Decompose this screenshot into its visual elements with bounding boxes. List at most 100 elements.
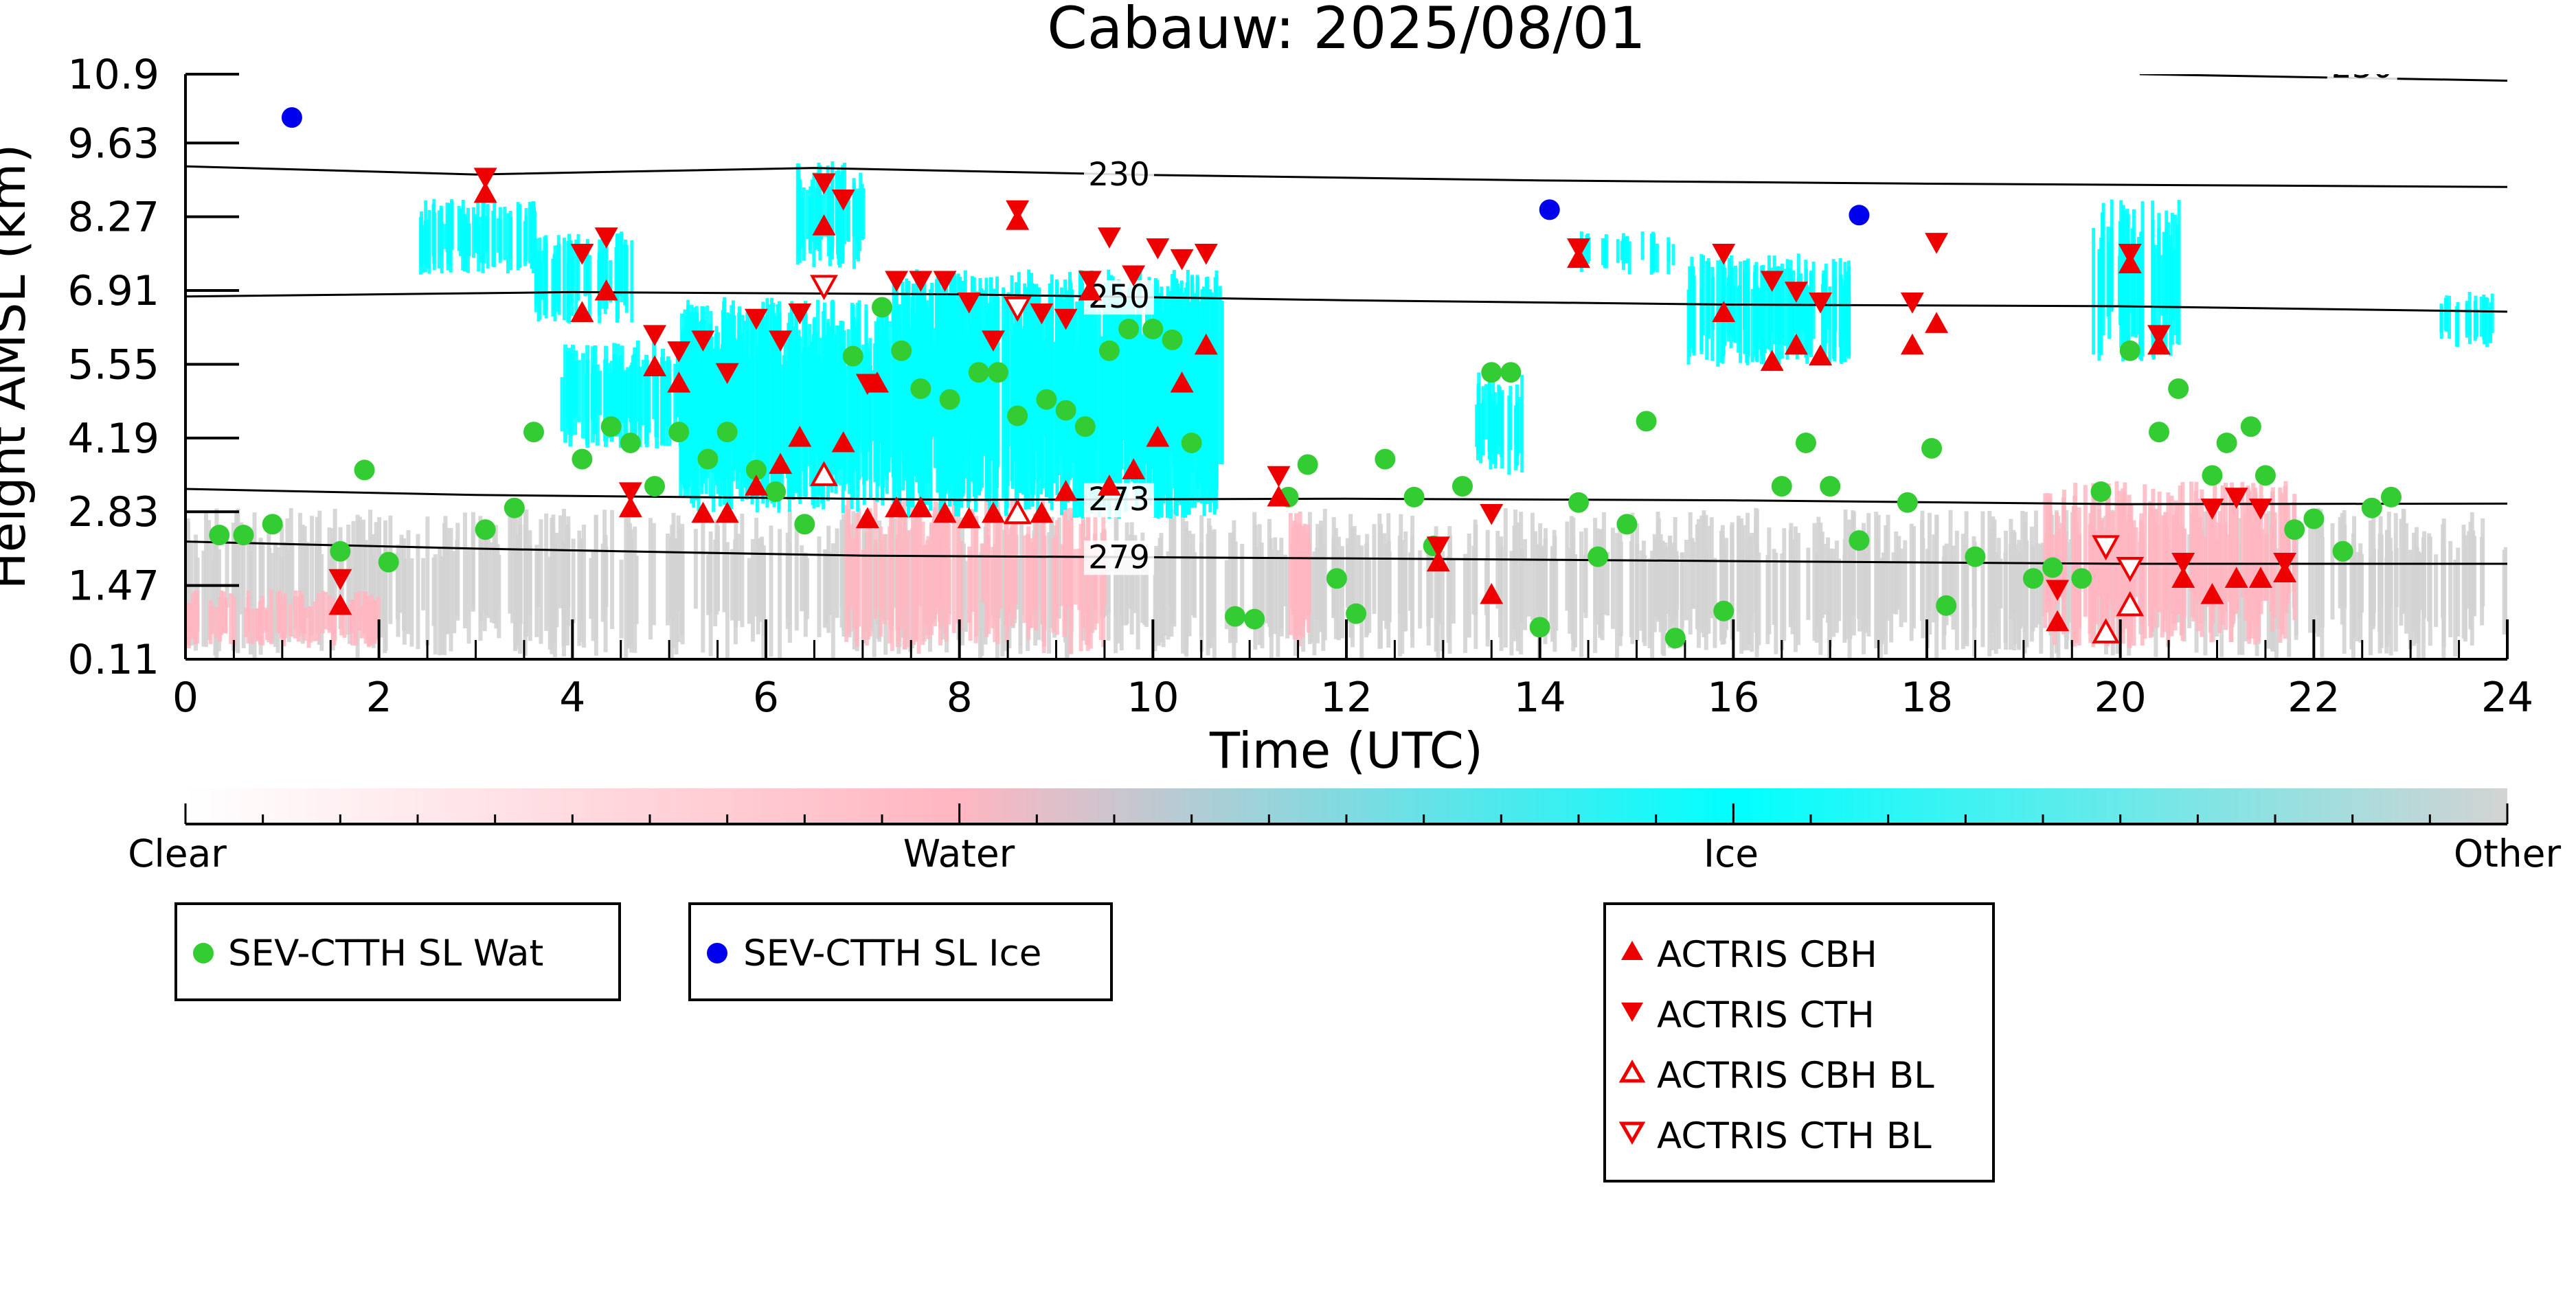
field-stripe-ice bbox=[742, 358, 746, 483]
field-stripe-water bbox=[913, 515, 918, 639]
field-stripe-ice bbox=[1208, 338, 1212, 498]
field-stripe-ice bbox=[1218, 286, 1222, 464]
field-stripe-ice bbox=[979, 348, 983, 441]
field-stripe-other bbox=[1702, 510, 1706, 638]
field-stripe-ice bbox=[1507, 396, 1511, 475]
field-stripe-other bbox=[1669, 547, 1673, 612]
legend-marker-actris-cth bbox=[1621, 1003, 1643, 1022]
field-stripe-other bbox=[402, 538, 407, 631]
field-stripe-other bbox=[1550, 546, 1555, 642]
field-stripe-other bbox=[290, 542, 295, 615]
field-stripe-other bbox=[680, 551, 685, 645]
marker-sev-ctth-sl-wat bbox=[1074, 416, 1096, 437]
legend-sev-wat: SEV-CTTH SL Wat bbox=[174, 902, 621, 1001]
marker-sev-ctth-sl-wat bbox=[1118, 319, 1140, 340]
field-stripe-ice bbox=[905, 346, 909, 481]
marker-actris-cth bbox=[1712, 243, 1736, 265]
field-stripe-other bbox=[839, 520, 844, 628]
field-stripe-water bbox=[947, 523, 951, 625]
field-stripe-water bbox=[2231, 521, 2236, 595]
field-stripe-ice bbox=[1655, 243, 1659, 273]
field-stripe-other bbox=[1543, 538, 1548, 644]
field-stripe-other bbox=[730, 549, 734, 621]
field-stripe-other bbox=[357, 516, 362, 613]
field-stripe-other bbox=[1318, 527, 1323, 632]
field-stripe-ice bbox=[1087, 293, 1091, 459]
field-stripe-water bbox=[312, 602, 317, 641]
field-stripe-ice bbox=[1052, 341, 1056, 483]
field-stripe-other bbox=[399, 534, 404, 613]
marker-actris-cth bbox=[715, 363, 739, 385]
field-stripe-other bbox=[1599, 529, 1604, 629]
field-stripe-ice bbox=[830, 301, 834, 493]
marker-actris-cbh bbox=[1900, 333, 1924, 355]
field-stripe-water bbox=[2083, 485, 2088, 617]
field-stripe-water bbox=[348, 604, 352, 634]
contour-label-bg bbox=[1084, 157, 1155, 192]
field-stripe-ice bbox=[1831, 259, 1835, 359]
field-stripe-ice bbox=[2165, 210, 2169, 315]
field-stripe-other bbox=[716, 525, 721, 612]
marker-actris-cth-bl bbox=[2116, 556, 2145, 582]
field-stripe-water bbox=[991, 547, 995, 628]
field-stripe-ice bbox=[1649, 233, 1653, 275]
x-tick-label: 16 bbox=[1707, 674, 1759, 722]
field-stripe-ice bbox=[2171, 249, 2176, 320]
field-stripe-water bbox=[1297, 540, 1302, 647]
field-stripe-ice bbox=[1743, 270, 1747, 354]
field-stripe-ice bbox=[692, 307, 697, 493]
field-stripe-water bbox=[2094, 536, 2099, 596]
field-stripe-other bbox=[1650, 550, 1655, 659]
marker-sev-ctth-sl-wat bbox=[233, 525, 254, 546]
field-stripe-ice bbox=[528, 201, 532, 264]
field-stripe-water bbox=[951, 500, 956, 633]
legend-marker-sev-wat bbox=[193, 943, 214, 963]
x-tick-label: 24 bbox=[2481, 674, 2533, 722]
field-stripe-ice bbox=[795, 345, 799, 492]
field-stripe-ice bbox=[1621, 238, 1625, 264]
field-stripe-other bbox=[452, 551, 457, 634]
field-stripe-ice bbox=[776, 319, 780, 485]
field-stripe-other bbox=[363, 540, 368, 627]
field-stripe-ice bbox=[2487, 307, 2492, 342]
field-stripe-other bbox=[544, 513, 549, 631]
marker-sev-ctth-sl-wat bbox=[2202, 465, 2223, 486]
field-stripe-other bbox=[817, 536, 822, 637]
field-stripe-ice bbox=[1070, 345, 1074, 446]
field-stripe-ice bbox=[797, 330, 801, 500]
field-stripe-water bbox=[1063, 529, 1067, 636]
field-stripe-water bbox=[2215, 539, 2219, 599]
field-stripe-other bbox=[1723, 556, 1728, 638]
field-stripe-other bbox=[508, 513, 512, 614]
field-stripe-ice bbox=[1753, 284, 1757, 348]
field-stripe-other bbox=[1322, 508, 1327, 641]
field-stripe-other bbox=[1886, 514, 1890, 621]
field-stripe-other bbox=[747, 558, 752, 624]
field-stripe-other bbox=[1367, 557, 1372, 633]
field-stripe-ice bbox=[699, 321, 703, 463]
field-stripe-other bbox=[2404, 523, 2409, 634]
field-stripe-other bbox=[1595, 528, 1600, 625]
field-stripe-other bbox=[722, 518, 727, 613]
field-stripe-ice bbox=[797, 163, 801, 256]
field-stripe-other bbox=[2320, 537, 2325, 628]
field-stripe-other bbox=[1533, 531, 1538, 637]
field-stripe-other bbox=[1899, 548, 1903, 628]
field-stripe-other bbox=[1593, 518, 1598, 653]
field-stripe-ice bbox=[1762, 285, 1766, 365]
field-stripe-ice bbox=[1671, 244, 1675, 266]
legend-box bbox=[688, 902, 1113, 1001]
field-stripe-water bbox=[250, 608, 255, 644]
field-stripe-other bbox=[513, 518, 518, 650]
field-stripe-ice bbox=[574, 239, 578, 320]
field-stripe-water bbox=[2127, 514, 2132, 648]
field-stripe-ice bbox=[498, 219, 502, 263]
field-stripe-other bbox=[785, 532, 790, 629]
field-stripe-water bbox=[293, 590, 298, 629]
field-stripe-other bbox=[1372, 524, 1377, 615]
field-stripe-ice bbox=[758, 323, 762, 479]
field-stripe-other bbox=[2342, 510, 2347, 654]
field-stripe-ice bbox=[2134, 244, 2138, 338]
field-stripe-ice bbox=[826, 165, 830, 238]
marker-actris-cbh bbox=[1122, 458, 1146, 480]
